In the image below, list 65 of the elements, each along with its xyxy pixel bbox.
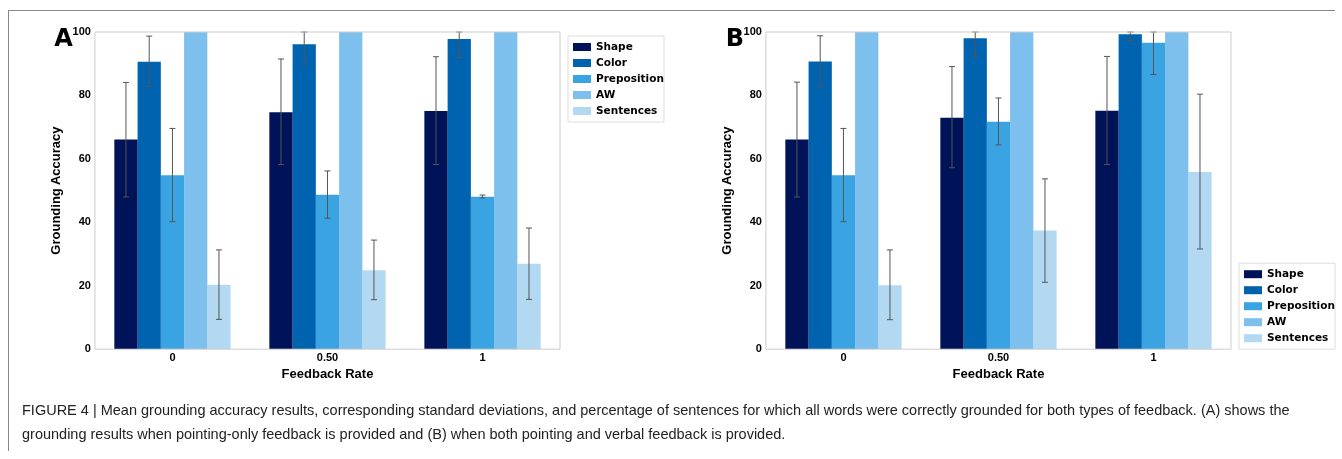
y-tick-label: 0 xyxy=(84,342,91,355)
caption: FIGURE 4 | Mean grounding accuracy results, corresponding standard deviations, and percentage of sentences for which all words were correctly grounded for both types of feedback. (A) shows the grounding results when pointing-only feedback is provided and (B) when both pointing and verbal feedback is provided. xyxy=(22,401,1291,444)
bar xyxy=(1095,110,1119,350)
bar xyxy=(269,112,293,350)
legend-label: Sentences xyxy=(596,103,658,116)
bar xyxy=(1033,230,1057,350)
bar xyxy=(362,270,386,350)
y-tick-label: 60 xyxy=(78,151,91,164)
bar xyxy=(470,196,495,350)
bar xyxy=(855,32,879,350)
bar xyxy=(315,194,340,350)
y-tick-label: 20 xyxy=(78,278,91,291)
y-tick-label: 40 xyxy=(78,215,91,228)
legend-label: Color xyxy=(596,55,628,68)
y-tick-label: 20 xyxy=(749,278,762,291)
bar xyxy=(1141,42,1166,350)
bar xyxy=(292,44,316,350)
y-axis-title: Grounding Accuracy xyxy=(48,125,64,255)
bar xyxy=(878,285,902,350)
bar xyxy=(1118,34,1142,350)
x-tick-label: 1 xyxy=(1150,350,1157,363)
y-tick-label: 80 xyxy=(78,88,91,101)
text: A xyxy=(54,24,74,53)
bar xyxy=(517,263,541,350)
bar xyxy=(963,38,987,350)
x-tick-label: 0.50 xyxy=(316,350,339,363)
x-tick-label: 0 xyxy=(840,350,847,363)
bar xyxy=(339,32,363,350)
text: B xyxy=(725,24,744,53)
legend-label: Color xyxy=(1267,282,1299,295)
bar xyxy=(184,32,208,350)
bar xyxy=(137,61,161,350)
x-axis-title: Feedback Rate xyxy=(281,365,374,381)
legend-label: Shape xyxy=(1267,266,1304,279)
y-tick-label: 0 xyxy=(755,342,762,355)
legend-label: AW xyxy=(1267,314,1287,327)
x-tick-label: 1 xyxy=(479,350,486,363)
legend-label: Sentences xyxy=(1267,330,1329,343)
bar xyxy=(207,284,231,350)
bar xyxy=(1165,32,1189,350)
legend-label: AW xyxy=(596,87,616,100)
y-axis-title: Grounding Accuracy xyxy=(719,125,735,255)
y-tick-label: 100 xyxy=(743,25,762,38)
bar xyxy=(114,139,138,350)
x-tick-label: 0.50 xyxy=(987,350,1010,363)
x-axis-title: Feedback Rate xyxy=(952,365,1045,381)
bar xyxy=(831,175,856,350)
bar xyxy=(986,121,1011,350)
bar xyxy=(785,139,809,350)
bar xyxy=(808,61,832,350)
y-tick-label: 40 xyxy=(749,215,762,228)
bar xyxy=(494,32,518,350)
bar xyxy=(160,175,185,350)
bar xyxy=(447,38,471,350)
bar xyxy=(940,117,964,350)
bar xyxy=(1188,171,1212,350)
bar xyxy=(1010,32,1034,350)
y-tick-label: 60 xyxy=(749,151,762,164)
legend-label: Shape xyxy=(596,39,633,52)
y-tick-label: 80 xyxy=(749,88,762,101)
legend-label: Preposition xyxy=(596,71,664,84)
bar xyxy=(424,110,448,350)
y-tick-label: 100 xyxy=(72,25,91,38)
x-tick-label: 0 xyxy=(169,350,176,363)
legend-label: Preposition xyxy=(1267,298,1335,311)
